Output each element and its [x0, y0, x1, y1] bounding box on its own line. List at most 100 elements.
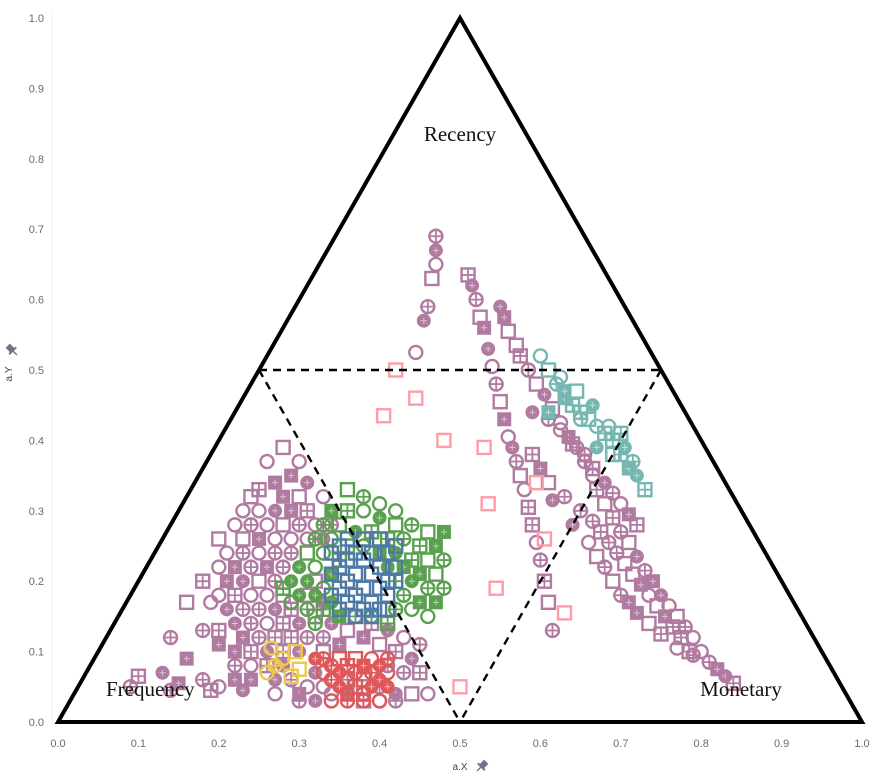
data-point — [275, 517, 291, 533]
data-point — [387, 601, 404, 618]
data-point — [685, 647, 701, 663]
x-tick-label: 0.8 — [694, 738, 709, 750]
data-point — [251, 503, 267, 519]
y-tick-label: 0.6 — [29, 295, 44, 307]
data-point — [512, 467, 528, 484]
data-point — [259, 517, 275, 533]
data-point — [371, 496, 388, 512]
data-point — [420, 686, 436, 702]
data-point — [557, 384, 572, 399]
data-point — [291, 489, 307, 505]
data-point — [211, 559, 227, 575]
data-point — [227, 644, 242, 659]
data-point — [308, 651, 323, 666]
data-point — [252, 531, 266, 546]
data-point — [339, 693, 356, 709]
data-point — [669, 640, 685, 656]
data-point — [524, 517, 541, 533]
data-point — [380, 679, 395, 694]
data-point — [211, 531, 227, 547]
data-point — [396, 587, 412, 603]
data-point — [617, 440, 632, 455]
y-tick-label: 0.4 — [29, 435, 44, 447]
x-axis-title: a.X — [452, 758, 490, 774]
data-point — [227, 672, 242, 687]
pin-icon[interactable] — [474, 758, 490, 774]
data-point — [617, 555, 633, 572]
data-point — [339, 622, 356, 639]
y-tick-label: 0.1 — [29, 647, 44, 659]
data-point — [211, 679, 227, 695]
data-point — [420, 552, 436, 568]
data-point — [524, 446, 541, 463]
data-point — [300, 574, 315, 589]
data-point — [275, 580, 291, 596]
data-point — [259, 453, 275, 470]
data-point — [315, 629, 332, 646]
data-point — [235, 601, 251, 618]
data-point — [323, 587, 340, 603]
x-tick-label: 1.0 — [854, 738, 869, 750]
data-point — [355, 531, 372, 547]
data-point — [379, 601, 396, 618]
data-point — [420, 524, 436, 540]
data-point — [364, 679, 379, 694]
y-tick-label: 0.2 — [29, 576, 44, 588]
data-point — [497, 310, 512, 325]
data-point — [621, 534, 637, 551]
data-point — [528, 534, 545, 551]
data-point — [235, 545, 251, 561]
data-point — [162, 682, 179, 699]
data-point — [227, 517, 243, 533]
data-point — [307, 531, 323, 547]
data-point — [283, 668, 299, 684]
data-point — [323, 693, 340, 709]
y-tick-label: 0.7 — [29, 224, 44, 236]
data-point — [564, 436, 581, 452]
data-point — [436, 552, 452, 568]
data-point — [331, 601, 348, 618]
data-point — [544, 622, 561, 639]
data-point — [625, 566, 641, 582]
data-point — [315, 665, 332, 681]
data-point — [291, 517, 307, 533]
data-point — [629, 517, 645, 533]
data-point — [235, 683, 250, 698]
data-point — [227, 657, 243, 674]
y-tick-label: 0.9 — [29, 83, 44, 95]
data-point — [347, 608, 364, 625]
data-point — [155, 665, 170, 680]
x-tick-label: 0.9 — [774, 738, 789, 750]
data-point — [291, 453, 307, 470]
data-point — [292, 644, 307, 659]
data-point — [428, 595, 443, 610]
x-tick-label: 0.2 — [211, 738, 226, 750]
pin-icon[interactable] — [4, 342, 20, 358]
data-point — [537, 387, 552, 402]
data-point — [259, 615, 275, 632]
dashed-midline — [458, 369, 663, 723]
data-point — [528, 376, 545, 392]
data-point — [299, 629, 315, 646]
y-tick-label: 0.5 — [29, 365, 44, 377]
data-point — [428, 566, 444, 582]
data-point — [371, 636, 388, 653]
data-point — [251, 601, 267, 618]
data-point — [568, 383, 585, 399]
data-point — [428, 256, 444, 273]
data-point — [436, 432, 452, 449]
data-point — [629, 468, 644, 483]
data-point — [428, 539, 443, 553]
x-tick-label: 0.6 — [533, 738, 548, 750]
data-point — [404, 601, 420, 618]
data-point — [605, 510, 621, 526]
data-point — [308, 693, 323, 708]
data-point — [605, 573, 621, 589]
data-point — [284, 503, 299, 518]
x-tick-label: 0.1 — [131, 738, 146, 750]
data-point — [267, 657, 283, 674]
data-point — [299, 601, 315, 618]
data-point — [465, 278, 480, 293]
data-point — [267, 686, 283, 702]
data-point — [629, 605, 644, 620]
